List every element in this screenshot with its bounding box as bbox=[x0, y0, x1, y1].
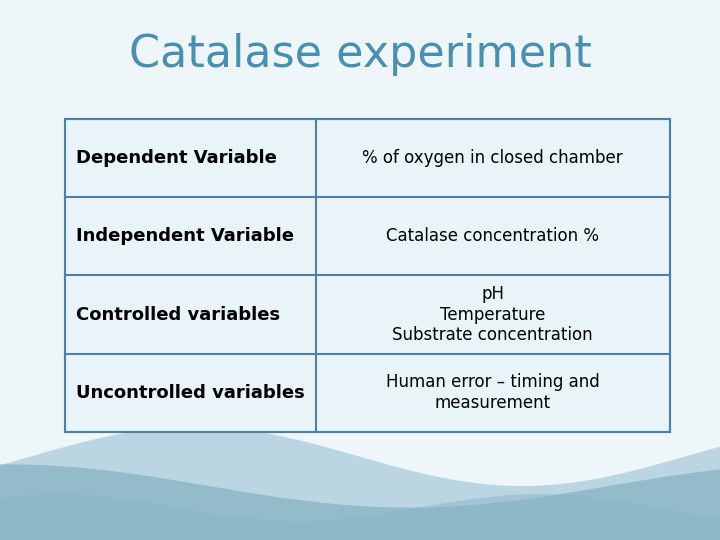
Text: pH
Temperature
Substrate concentration: pH Temperature Substrate concentration bbox=[392, 285, 593, 345]
Text: Dependent Variable: Dependent Variable bbox=[76, 149, 276, 167]
Polygon shape bbox=[0, 494, 720, 540]
Text: Independent Variable: Independent Variable bbox=[76, 227, 294, 245]
Text: Human error – timing and
measurement: Human error – timing and measurement bbox=[386, 374, 600, 412]
Polygon shape bbox=[0, 427, 720, 540]
Text: Catalase concentration %: Catalase concentration % bbox=[386, 227, 599, 245]
Text: Catalase experiment: Catalase experiment bbox=[129, 32, 591, 76]
Text: Uncontrolled variables: Uncontrolled variables bbox=[76, 384, 305, 402]
Text: Controlled variables: Controlled variables bbox=[76, 306, 280, 323]
Polygon shape bbox=[0, 464, 720, 540]
Text: % of oxygen in closed chamber: % of oxygen in closed chamber bbox=[362, 149, 623, 167]
